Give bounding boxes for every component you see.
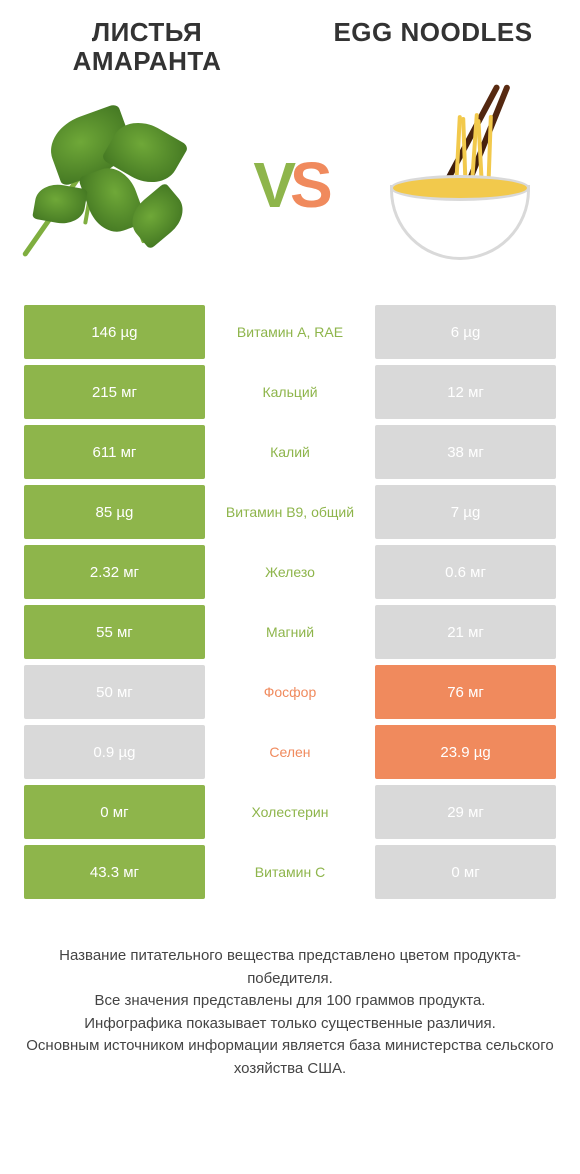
table-row: 2.32 мгЖелезо0.6 мг <box>24 545 556 599</box>
footer-line: Основным источником информации является … <box>22 1035 558 1080</box>
table-row: 43.3 мгВитамин C0 мг <box>24 845 556 899</box>
value-left: 215 мг <box>24 365 205 419</box>
vs-v: V <box>253 153 290 217</box>
images-row: VS <box>0 75 580 305</box>
left-title: ЛИСТЬЯ АМАРАНТА <box>30 18 264 75</box>
value-right: 21 мг <box>375 605 556 659</box>
value-right: 6 µg <box>375 305 556 359</box>
table-row: 0.9 µgСелен23.9 µg <box>24 725 556 779</box>
table-row: 55 мгМагний21 мг <box>24 605 556 659</box>
table-row: 146 µgВитамин A, RAE6 µg <box>24 305 556 359</box>
nutrient-label: Магний <box>205 605 375 659</box>
footer-line: Все значения представлены для 100 граммо… <box>22 990 558 1013</box>
value-right: 7 µg <box>375 485 556 539</box>
nutrient-label: Железо <box>205 545 375 599</box>
amaranth-leaves-icon <box>20 85 220 285</box>
vs-label: VS <box>253 153 326 217</box>
nutrient-label: Витамин C <box>205 845 375 899</box>
table-row: 611 мгКалий38 мг <box>24 425 556 479</box>
footer-note: Название питательного вещества представл… <box>0 905 580 1080</box>
vs-s: S <box>290 153 327 217</box>
value-left: 611 мг <box>24 425 205 479</box>
nutrient-label: Холестерин <box>205 785 375 839</box>
footer-line: Название питательного вещества представл… <box>22 945 558 990</box>
value-left: 0 мг <box>24 785 205 839</box>
value-left: 85 µg <box>24 485 205 539</box>
table-row: 50 мгФосфор76 мг <box>24 665 556 719</box>
footer-line: Инфографика показывает только существенн… <box>22 1013 558 1036</box>
table-row: 215 мгКальций12 мг <box>24 365 556 419</box>
egg-noodles-icon <box>360 85 560 285</box>
nutrient-table: 146 µgВитамин A, RAE6 µg 215 мгКальций12 … <box>0 305 580 899</box>
nutrient-label: Витамин B9, общий <box>205 485 375 539</box>
nutrient-label: Фосфор <box>205 665 375 719</box>
value-left: 2.32 мг <box>24 545 205 599</box>
nutrient-label: Калий <box>205 425 375 479</box>
value-right: 12 мг <box>375 365 556 419</box>
nutrient-label: Селен <box>205 725 375 779</box>
right-title: EGG NOODLES <box>316 18 550 75</box>
value-right: 38 мг <box>375 425 556 479</box>
value-right: 23.9 µg <box>375 725 556 779</box>
table-row: 0 мгХолестерин29 мг <box>24 785 556 839</box>
value-left: 43.3 мг <box>24 845 205 899</box>
value-left: 146 µg <box>24 305 205 359</box>
value-left: 55 мг <box>24 605 205 659</box>
value-right: 76 мг <box>375 665 556 719</box>
value-right: 0.6 мг <box>375 545 556 599</box>
nutrient-label: Кальций <box>205 365 375 419</box>
header: ЛИСТЬЯ АМАРАНТА EGG NOODLES <box>0 0 580 75</box>
value-left: 50 мг <box>24 665 205 719</box>
value-left: 0.9 µg <box>24 725 205 779</box>
table-row: 85 µgВитамин B9, общий7 µg <box>24 485 556 539</box>
value-right: 0 мг <box>375 845 556 899</box>
nutrient-label: Витамин A, RAE <box>205 305 375 359</box>
value-right: 29 мг <box>375 785 556 839</box>
